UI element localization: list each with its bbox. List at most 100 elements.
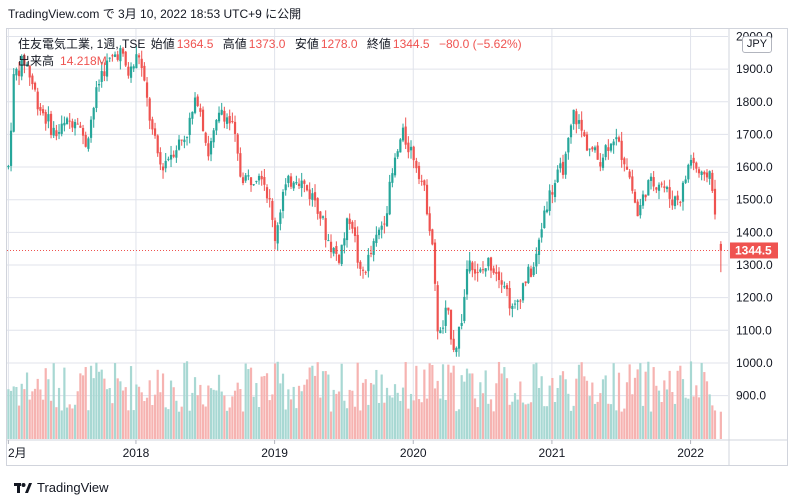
candle-body (609, 143, 613, 151)
volume-bar (65, 407, 69, 439)
candle-body (516, 300, 519, 302)
last-price-label: 1344.5 (735, 243, 772, 257)
candle-body (236, 134, 239, 154)
volume-bar (524, 404, 527, 439)
volume-bar (655, 385, 658, 439)
candle-body (556, 169, 559, 183)
candle-body (393, 157, 397, 176)
volume-bar (711, 405, 714, 439)
volume-bar (244, 363, 247, 439)
volume-bar (279, 383, 282, 439)
candle-body (441, 327, 445, 329)
candle-body (100, 71, 103, 82)
candle-body (279, 212, 282, 224)
time-tick-label: 2019 (261, 446, 288, 460)
candle-body (353, 227, 357, 237)
volume-bar (287, 389, 290, 439)
volume-bar (428, 363, 431, 439)
volume-bar (487, 403, 490, 439)
last-price-label-bg (730, 242, 778, 259)
candle-body (281, 191, 285, 211)
volume-bar (396, 392, 399, 439)
time-tick-label: 2022 (677, 446, 704, 460)
volume-bar (407, 408, 410, 439)
volume-bar (257, 407, 261, 439)
candle-body (665, 186, 669, 190)
volume-bar (36, 378, 39, 439)
volume-bar (255, 383, 258, 439)
candle-body (692, 157, 695, 164)
volume-bar (484, 370, 487, 439)
candle-body (489, 257, 493, 271)
volume-bar (95, 362, 98, 439)
currency-button[interactable]: JPY (742, 36, 772, 53)
candle-body (596, 145, 599, 160)
candle-body (324, 218, 327, 241)
volume-bar (268, 400, 271, 439)
candle-body (455, 347, 458, 353)
candle-body (151, 119, 154, 130)
candle-body (289, 176, 293, 187)
volume-bar (351, 390, 354, 439)
volume-bar (220, 391, 223, 439)
volume-bar (76, 391, 79, 439)
volume-bar (164, 407, 167, 439)
volume-bar (663, 380, 666, 439)
volume-bar (500, 373, 503, 439)
candle-body (105, 60, 109, 77)
candle-body (647, 180, 650, 196)
candle-body (233, 121, 237, 134)
volume-value: 14.218M (60, 54, 107, 68)
candle-body (17, 70, 21, 77)
volume-bar (17, 405, 21, 439)
volume-bar (561, 371, 565, 439)
volume-bar (241, 411, 245, 439)
candle-body (428, 213, 431, 232)
candle-body (84, 134, 87, 147)
volume-bar (132, 410, 135, 439)
candle-body (15, 68, 18, 76)
candle-body (391, 173, 394, 183)
candle-body (81, 128, 85, 136)
volume-bar (247, 369, 250, 439)
volume-bar (420, 402, 423, 439)
volume-bar (449, 372, 453, 439)
volume-bar (505, 378, 509, 439)
candle-body (468, 260, 471, 272)
candle-body (193, 97, 197, 113)
volume-bar (623, 408, 626, 439)
symbol-label: 住友電気工業, 1週, TSE (18, 37, 146, 51)
time-tick-label: 2018 (123, 446, 150, 460)
volume-bar (87, 410, 90, 439)
volume-bar (217, 374, 221, 439)
candle-body (433, 242, 437, 284)
price-tick-label: 1600.0 (736, 160, 773, 174)
candle-body (76, 123, 79, 125)
candle-body (695, 162, 698, 169)
volume-bar (260, 376, 263, 439)
candle-body (375, 234, 378, 244)
volume-bar (439, 398, 442, 439)
volume-bar (225, 410, 229, 439)
candle-body (9, 130, 13, 166)
candle-body (177, 139, 181, 150)
volume-bar (660, 402, 663, 439)
volume-bar (172, 387, 175, 439)
volume-bar (708, 394, 711, 439)
volume-bar (295, 408, 298, 439)
candle-body (372, 241, 375, 255)
volume-bar (281, 373, 285, 439)
volume-bar (44, 368, 47, 439)
volume-bar (689, 361, 693, 439)
candle-body (537, 239, 541, 255)
candle-body (127, 66, 130, 76)
volume-bar (364, 379, 367, 439)
chart-frame[interactable] (6, 28, 788, 466)
candle-body (505, 285, 509, 290)
volume-bar (324, 371, 327, 439)
candle-body (543, 210, 546, 229)
candle-body (343, 238, 346, 246)
footer-brand[interactable]: TradingView (14, 480, 109, 496)
volume-bar (580, 362, 583, 439)
